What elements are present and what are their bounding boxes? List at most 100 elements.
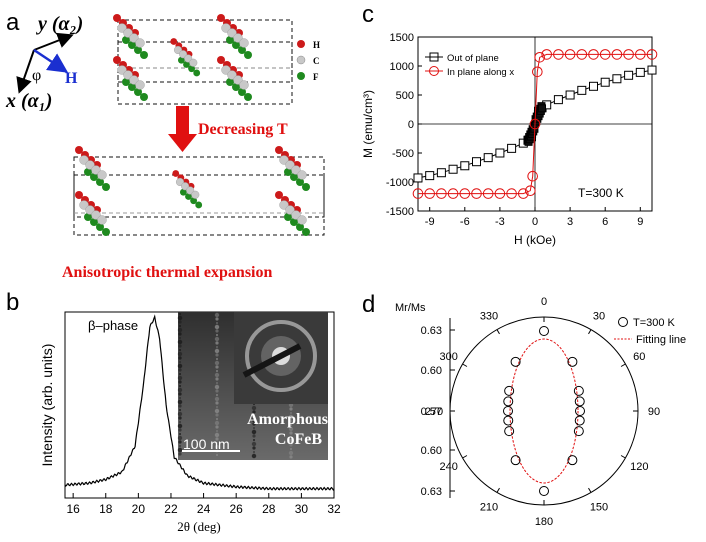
tem-grain — [216, 394, 218, 396]
mh-y-axis-label: M (emu/cm³) — [361, 90, 375, 158]
out-of-plane-point — [448, 164, 458, 174]
tem-grain — [288, 414, 294, 420]
mh-axes: -9 -6 -3 0 3 6 9 -1500 -1000 -500 0 500 1000 1500 — [386, 32, 652, 228]
in-plane-point — [527, 170, 538, 182]
tem-grain — [216, 334, 218, 336]
tem-grain — [289, 443, 293, 447]
polar-data-point — [567, 356, 578, 367]
tem-grain — [178, 344, 182, 348]
legend-h-dot — [297, 40, 305, 48]
polar-r-tick-label: 0.60 — [421, 365, 442, 377]
tem-grain — [289, 455, 293, 459]
tem-grain — [177, 399, 183, 405]
out-of-plane-point — [425, 171, 435, 181]
out-of-plane-point — [600, 77, 610, 87]
polar-angle-label: 330 — [480, 311, 498, 323]
f-atom — [195, 201, 203, 209]
polar-data-point — [539, 326, 549, 336]
tem-grain — [215, 389, 219, 393]
tem-grain — [252, 422, 256, 426]
in-plane-point — [588, 49, 599, 60]
polar-angle-tick — [620, 455, 626, 459]
mh-x-tick-label: -9 — [425, 216, 435, 228]
inset-label-amorphous: Amorphous — [247, 411, 328, 428]
in-plane-point — [541, 49, 553, 60]
tem-grain — [178, 356, 182, 360]
c-atom — [135, 80, 145, 90]
tem-grain — [251, 417, 257, 423]
f-atom — [128, 83, 136, 91]
polar-angle-label: 150 — [590, 501, 608, 513]
out-of-plane-point — [647, 65, 657, 75]
mh-y-tick-label: -1500 — [386, 206, 414, 218]
f-atom — [302, 228, 310, 236]
legend-f-label: F — [313, 72, 319, 82]
polar-angle-tick — [462, 455, 468, 459]
tem-grain — [177, 363, 183, 369]
tem-grain — [177, 447, 183, 453]
tem-grain — [215, 425, 219, 429]
legend-out-of-plane-marker — [429, 52, 439, 62]
xrd-x-axis-label: 2θ (deg) — [177, 519, 220, 534]
c-atom — [97, 170, 107, 180]
h-atom — [75, 191, 83, 199]
tem-grain — [177, 423, 183, 429]
f-atom — [84, 168, 92, 176]
f-atom — [244, 51, 252, 59]
out-of-plane-point — [483, 153, 493, 163]
in-plane-point — [646, 49, 658, 60]
tem-grain — [178, 416, 182, 420]
c-atom — [97, 215, 107, 225]
out-of-plane-point — [577, 85, 587, 95]
in-plane-point — [506, 188, 517, 199]
mh-y-tick-label: -1000 — [386, 177, 414, 189]
tem-grain — [253, 427, 255, 429]
tem-grain — [179, 349, 181, 351]
tem-grain — [215, 353, 219, 357]
f-atom — [244, 93, 252, 101]
h-field-arrow — [33, 48, 69, 73]
in-plane-point — [436, 188, 447, 199]
tem-grain — [177, 375, 183, 381]
out-of-plane-point — [436, 168, 446, 178]
polar-angle-tick — [462, 363, 468, 367]
tem-grain — [215, 365, 219, 369]
tem-grain — [179, 337, 181, 339]
out-of-plane-point — [635, 67, 645, 77]
f-atom — [183, 61, 190, 68]
in-plane-point — [611, 49, 623, 60]
out-of-plane-point — [460, 161, 470, 171]
panel-b: b 16 18 20 22 24 26 28 30 32 β–phase Intensity (… — [6, 289, 341, 534]
in-plane-point — [564, 49, 576, 60]
h-atom — [113, 14, 121, 22]
panel-letter-c: c — [362, 1, 374, 28]
axis-y-arrow — [33, 32, 74, 51]
f-atom — [226, 78, 234, 86]
mh-x-axis-label: H (kOe) — [514, 233, 556, 247]
polar-angle-tick — [496, 487, 500, 493]
h-atom — [217, 56, 225, 64]
tem-grain — [214, 408, 220, 414]
in-plane-point — [471, 188, 482, 199]
mh-x-tick-label: -3 — [495, 216, 505, 228]
f-atom — [90, 218, 98, 226]
tem-grain — [214, 432, 220, 438]
unit-cell-frames — [73, 19, 325, 236]
tem-grain — [252, 434, 256, 438]
polar-legend: T=300 K Fitting line — [614, 317, 686, 346]
f-atom — [122, 36, 130, 44]
polar-r-tick-label: 0.63 — [421, 486, 442, 498]
mh-y-tick-label: 1000 — [390, 61, 414, 73]
xrd-x-tick-label: 30 — [295, 502, 309, 516]
tem-grain — [290, 448, 292, 450]
out-of-plane-point — [624, 70, 634, 80]
tem-grain — [215, 329, 219, 333]
f-atom — [284, 168, 292, 176]
f-atom — [190, 197, 198, 205]
f-atom — [134, 46, 142, 54]
out-of-plane-point — [495, 148, 505, 158]
out-of-plane-point — [507, 143, 517, 153]
in-plane-point — [623, 49, 634, 60]
h-atom — [75, 146, 83, 154]
tem-grain — [178, 440, 182, 444]
